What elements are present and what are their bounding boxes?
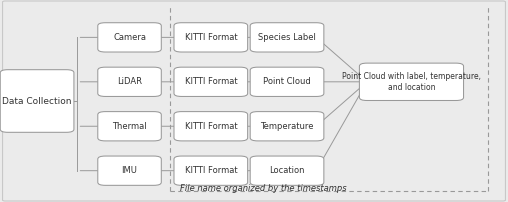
FancyBboxPatch shape <box>250 23 324 52</box>
FancyBboxPatch shape <box>98 156 162 185</box>
FancyBboxPatch shape <box>250 112 324 141</box>
Text: Thermal: Thermal <box>112 122 147 131</box>
FancyBboxPatch shape <box>98 23 162 52</box>
Text: KITTI Format: KITTI Format <box>184 33 237 42</box>
Text: Species Label: Species Label <box>258 33 316 42</box>
FancyBboxPatch shape <box>360 63 463 101</box>
FancyBboxPatch shape <box>174 112 248 141</box>
FancyBboxPatch shape <box>0 70 74 132</box>
FancyBboxPatch shape <box>174 156 248 185</box>
Text: IMU: IMU <box>121 166 138 175</box>
Text: Location: Location <box>269 166 305 175</box>
Text: Point Cloud: Point Cloud <box>263 77 311 86</box>
Text: Temperature: Temperature <box>260 122 314 131</box>
Text: File name organized by the timestamps: File name organized by the timestamps <box>180 184 347 193</box>
FancyBboxPatch shape <box>98 112 162 141</box>
Text: Data Collection: Data Collection <box>3 97 72 105</box>
FancyBboxPatch shape <box>174 67 248 97</box>
Text: KITTI Format: KITTI Format <box>184 166 237 175</box>
Text: Camera: Camera <box>113 33 146 42</box>
FancyBboxPatch shape <box>3 1 505 201</box>
Text: KITTI Format: KITTI Format <box>184 122 237 131</box>
Text: LiDAR: LiDAR <box>117 77 142 86</box>
FancyBboxPatch shape <box>250 156 324 185</box>
FancyBboxPatch shape <box>174 23 248 52</box>
Text: KITTI Format: KITTI Format <box>184 77 237 86</box>
Text: Point Cloud with label, temperature,
and location: Point Cloud with label, temperature, and… <box>342 72 481 92</box>
FancyBboxPatch shape <box>98 67 162 97</box>
FancyBboxPatch shape <box>250 67 324 97</box>
